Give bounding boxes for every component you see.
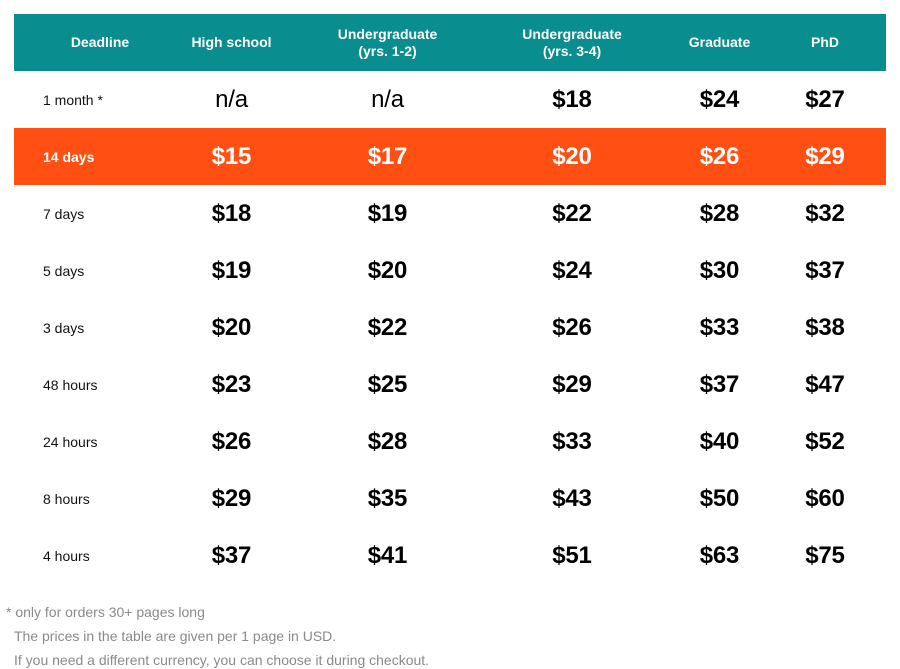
- price-cell: $29: [211, 484, 252, 512]
- price-cell: $22: [552, 199, 592, 227]
- price-cell: $28: [699, 199, 740, 227]
- deadline-cell: 4 hours: [43, 547, 90, 564]
- table-row: 48 hours $23 $25 $29 $37 $47: [14, 356, 886, 413]
- price-cell: $26: [552, 313, 592, 341]
- price-cell: $63: [699, 541, 740, 569]
- table-row: 1 month * n/a n/a $18 $24 $27: [14, 71, 886, 128]
- currency-note-text: If you need a different currency, you ca…: [14, 652, 430, 668]
- price-cell: $37: [211, 541, 252, 569]
- price-cell: $41: [367, 541, 408, 569]
- price-cell: $40: [699, 427, 740, 455]
- table-row: 3 days $20 $22 $26 $33 $38: [14, 299, 886, 356]
- price-cell: $37: [805, 256, 845, 284]
- price-cell: $60: [805, 484, 845, 512]
- header-graduate: Graduate: [688, 34, 751, 50]
- price-cell: $20: [211, 313, 252, 341]
- deadline-cell: 1 month *: [43, 91, 103, 108]
- deadline-cell: 7 days: [43, 205, 85, 222]
- price-cell: $28: [367, 427, 408, 455]
- footnote-text: * only for orders 30+ pages long: [6, 604, 205, 620]
- price-cell: $47: [805, 370, 845, 398]
- header-high-school: High school: [191, 34, 272, 50]
- deadline-cell: 8 hours: [43, 490, 90, 507]
- header-undergraduate-3-4: Undergraduate (yrs. 3-4): [522, 25, 622, 59]
- price-cell: $50: [699, 484, 740, 512]
- deadline-cell: 14 days: [43, 148, 95, 165]
- price-cell: $52: [805, 427, 845, 455]
- pricing-table: Deadline High school Undergraduate (yrs.…: [14, 14, 886, 584]
- price-cell: $33: [699, 313, 740, 341]
- price-cell: $27: [805, 85, 845, 113]
- table-row-highlighted: 14 days $15 $17 $20 $26 $29: [14, 128, 886, 185]
- deadline-cell: 3 days: [43, 319, 85, 336]
- deadline-cell: 48 hours: [43, 376, 98, 393]
- table-row: 5 days $19 $20 $24 $30 $37: [14, 242, 886, 299]
- price-cell: $22: [367, 313, 408, 341]
- price-cell: $33: [552, 427, 592, 455]
- price-cell: $35: [367, 484, 408, 512]
- price-cell: $15: [211, 142, 252, 170]
- price-cell: $23: [211, 370, 252, 398]
- price-cell: $43: [552, 484, 592, 512]
- table-row: 8 hours $29 $35 $43 $50 $60: [14, 470, 886, 527]
- price-cell: $38: [805, 313, 845, 341]
- price-cell: $24: [552, 256, 592, 284]
- price-cell: $24: [699, 85, 740, 113]
- price-cell: $37: [699, 370, 740, 398]
- price-cell: $30: [699, 256, 740, 284]
- table-header-row: Deadline High school Undergraduate (yrs.…: [14, 14, 886, 71]
- prices-note-text: The prices in the table are given per 1 …: [14, 628, 337, 644]
- price-cell: $18: [211, 199, 252, 227]
- table-notes: * only for orders 30+ pages long The pri…: [6, 600, 429, 669]
- header-deadline: Deadline: [70, 34, 130, 50]
- price-cell: $29: [805, 142, 845, 170]
- price-cell: $20: [367, 256, 408, 284]
- table-row: 7 days $18 $19 $22 $28 $32: [14, 185, 886, 242]
- deadline-cell: 5 days: [43, 262, 85, 279]
- table-row: 4 hours $37 $41 $51 $63 $75: [14, 527, 886, 584]
- price-cell: $32: [805, 199, 845, 227]
- header-undergraduate-1-2: Undergraduate (yrs. 1-2): [337, 25, 438, 59]
- price-cell: $29: [552, 370, 592, 398]
- price-cell: $20: [552, 142, 592, 170]
- price-cell: $26: [699, 142, 740, 170]
- price-cell: n/a: [371, 85, 404, 113]
- price-cell: $51: [552, 541, 592, 569]
- table-row: 24 hours $26 $28 $33 $40 $52: [14, 413, 886, 470]
- price-cell: $17: [367, 142, 408, 170]
- price-cell: $75: [805, 541, 845, 569]
- price-cell: $19: [211, 256, 252, 284]
- price-cell: $18: [552, 85, 592, 113]
- header-phd: PhD: [811, 34, 839, 50]
- table-body: 1 month * n/a n/a $18 $24 $27 14 days $15 $17 $20…: [14, 71, 886, 584]
- price-cell: $19: [367, 199, 408, 227]
- deadline-cell: 24 hours: [43, 433, 98, 450]
- price-cell: n/a: [215, 85, 248, 113]
- price-cell: $26: [211, 427, 252, 455]
- price-cell: $25: [367, 370, 408, 398]
